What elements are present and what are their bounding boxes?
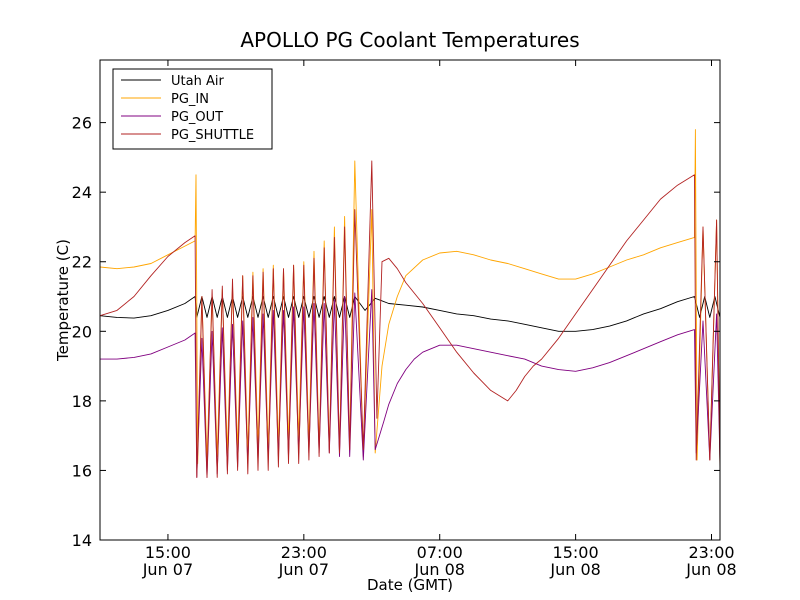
x-tick-label-time: 23:00 [688,543,734,562]
chart-title: APOLLO PG Coolant Temperatures [240,28,579,52]
y-tick-label: 20 [72,322,92,341]
x-tick-label-time: 07:00 [417,543,463,562]
legend-label: PG_SHUTTLE [171,128,254,143]
legend-box [112,68,273,150]
legend-label: PG_IN [171,92,209,107]
legend-label: Utah Air [171,74,224,89]
y-tick-label: 16 [72,461,92,480]
series-line-pg-shuttle [99,160,721,478]
x-axis-label: Date (GMT) [367,576,453,594]
x-tick-label-time: 23:00 [281,543,327,562]
series-layer [99,129,721,478]
x-tick-label-date: Jun 08 [685,560,736,579]
legend-label: PG_OUT [171,110,223,125]
x-tick-label-date: Jun 08 [549,560,600,579]
y-tick-label: 18 [72,392,92,411]
legend: Utah Air PG_IN PG_OUT PG_SHUTTLE [112,68,273,150]
y-axis-label: Temperature (C) [54,239,72,362]
y-tick-label: 26 [72,114,92,133]
x-tick-label-date: Jun 07 [142,560,193,579]
series-line-utah-air [99,296,721,332]
x-tick-label-date: Jun 07 [278,560,329,579]
x-tick-label-time: 15:00 [553,543,599,562]
plot-frame [99,59,721,541]
y-tick-label: 22 [72,253,92,272]
x-tick-label-time: 15:00 [145,543,191,562]
y-tick-label: 14 [72,531,92,550]
y-tick-label: 24 [72,183,92,202]
x-tick-label-date: Jun 08 [413,560,464,579]
